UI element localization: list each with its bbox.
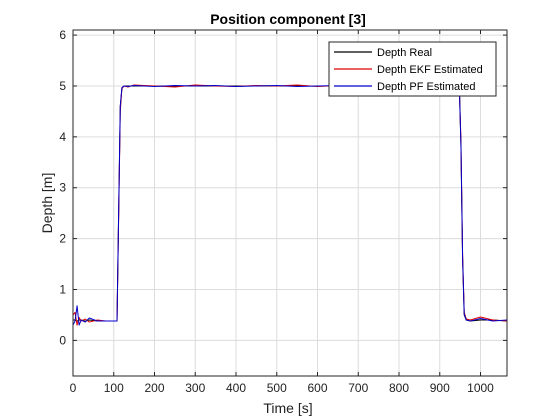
axes <box>72 29 508 377</box>
legend-label-depth-pf: Depth PF Estimated <box>377 81 475 93</box>
y-tick-label: 3 <box>59 181 66 195</box>
y-tick-label: 6 <box>59 28 66 42</box>
x-tick-label: 200 <box>144 381 164 395</box>
x-tick-label: 100 <box>104 381 124 395</box>
x-tick-label: 600 <box>307 381 327 395</box>
axes-frame <box>72 29 508 377</box>
legend: Depth Real Depth EKF Estimated Depth PF … <box>328 41 497 97</box>
x-tick-label: 700 <box>348 381 368 395</box>
y-axis-label: Depth [m] <box>39 173 55 234</box>
series-line-depth-pf-estimated <box>72 84 508 326</box>
legend-label-depth-real: Depth Real <box>377 47 432 59</box>
y-tick-label: 4 <box>59 130 66 144</box>
x-tick-label: 0 <box>70 381 77 395</box>
chart-title: Position component [3] <box>210 11 366 27</box>
y-tick-label: 2 <box>59 232 66 246</box>
x-tick-label: 800 <box>389 381 409 395</box>
x-tick-label: 1000 <box>467 381 494 395</box>
y-tick-label: 5 <box>59 79 66 93</box>
y-tick-label: 0 <box>59 333 66 347</box>
tick-labels: 0 100 200 300 400 500 600 700 800 900 1000 0 1 2 3 4 5 6 <box>59 28 494 395</box>
x-tick-label: 500 <box>267 381 287 395</box>
x-axis-label: Time [s] <box>263 400 312 416</box>
series-layer <box>72 84 508 326</box>
x-tick-label: 400 <box>226 381 246 395</box>
x-tick-label: 900 <box>430 381 450 395</box>
x-tick-label: 300 <box>185 381 205 395</box>
y-tick-label: 1 <box>59 283 66 297</box>
legend-label-depth-ekf: Depth EKF Estimated <box>377 64 483 76</box>
